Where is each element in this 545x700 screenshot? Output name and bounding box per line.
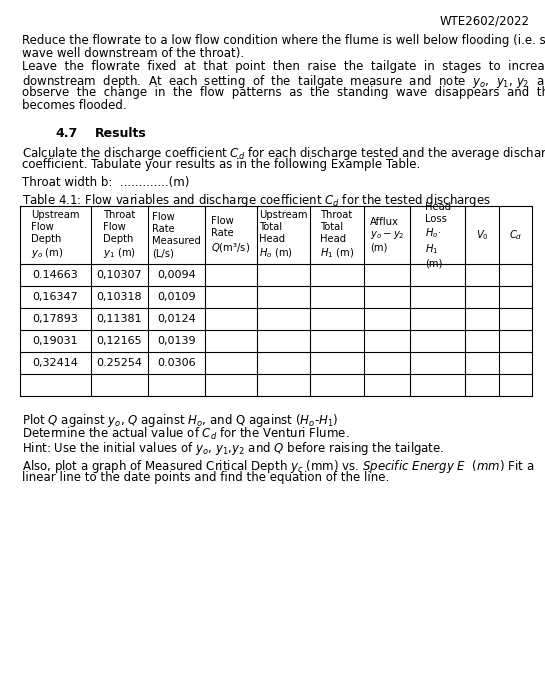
- Text: 0.25254: 0.25254: [96, 358, 142, 368]
- Text: Throat
Flow
Depth
$y_1$ (m): Throat Flow Depth $y_1$ (m): [103, 210, 136, 260]
- Text: Upstream
Total
Head
$H_o$ (m): Upstream Total Head $H_o$ (m): [259, 210, 308, 260]
- Text: Also, plot a graph of Measured Critical Depth $y_c$ (mm) vs. $\mathit{Specific\ : Also, plot a graph of Measured Critical …: [22, 458, 534, 475]
- Text: 0,0139: 0,0139: [158, 336, 196, 346]
- Text: Results: Results: [95, 127, 147, 140]
- Text: 0,0109: 0,0109: [158, 292, 196, 302]
- Text: wave well downstream of the throat).: wave well downstream of the throat).: [22, 47, 244, 60]
- Text: Hint: Use the initial values of $y_o$, $y_1$,$y_2$ and $Q$ before raising the ta: Hint: Use the initial values of $y_o$, $…: [22, 440, 444, 457]
- Text: Plot $Q$ against $y_o$, $Q$ against $H_o$, and Q against ($H_o$-$H_1$): Plot $Q$ against $y_o$, $Q$ against $H_o…: [22, 412, 338, 429]
- Text: Flow
Rate
$Q$(m³/s): Flow Rate $Q$(m³/s): [211, 216, 251, 253]
- Text: $V_0$: $V_0$: [476, 228, 488, 242]
- Text: Afflux
$y_o - y_2$
(m): Afflux $y_o - y_2$ (m): [370, 217, 404, 253]
- Text: 0.14663: 0.14663: [33, 270, 78, 280]
- Text: 0,0124: 0,0124: [158, 314, 196, 324]
- Text: Throat
Total
Head
$H_1$ (m): Throat Total Head $H_1$ (m): [320, 210, 354, 260]
- Text: 0,0094: 0,0094: [158, 270, 196, 280]
- Text: 0,12165: 0,12165: [96, 336, 142, 346]
- Text: 0,10307: 0,10307: [96, 270, 142, 280]
- Text: WTE2602/2022: WTE2602/2022: [440, 14, 530, 27]
- Text: $C_d$: $C_d$: [508, 228, 522, 242]
- Text: 0,11381: 0,11381: [96, 314, 142, 324]
- Text: Calculate the discharge coefficient $C_d$ for each discharge tested and the aver: Calculate the discharge coefficient $C_d…: [22, 145, 545, 162]
- Text: 0.0306: 0.0306: [158, 358, 196, 368]
- Text: 4.7: 4.7: [55, 127, 77, 140]
- Text: 0,10318: 0,10318: [96, 292, 142, 302]
- Text: observe  the  change  in  the  flow  patterns  as  the  standing  wave  disappea: observe the change in the flow patterns …: [22, 86, 545, 99]
- Text: 0,16347: 0,16347: [33, 292, 78, 302]
- Text: downstream  depth.  At  each  setting  of  the  tailgate  measure  and  note  $y: downstream depth. At each setting of the…: [22, 73, 545, 90]
- Text: 0,17893: 0,17893: [32, 314, 78, 324]
- Text: Flow
Rate
Measured
(L/s): Flow Rate Measured (L/s): [152, 212, 201, 258]
- Text: 0,19031: 0,19031: [33, 336, 78, 346]
- Text: becomes flooded.: becomes flooded.: [22, 99, 126, 112]
- Text: Upstream
Flow
Depth
$y_o$ (m): Upstream Flow Depth $y_o$ (m): [31, 210, 80, 260]
- Text: linear line to the date points and find the equation of the line.: linear line to the date points and find …: [22, 471, 389, 484]
- Text: Determine the actual value of $C_d$ for the Venturi Flume.: Determine the actual value of $C_d$ for …: [22, 426, 349, 442]
- Text: Leave  the  flowrate  fixed  at  that  point  then  raise  the  tailgate  in  st: Leave the flowrate fixed at that point t…: [22, 60, 545, 73]
- Text: Reduce the flowrate to a low flow condition where the flume is well below floodi: Reduce the flowrate to a low flow condit…: [22, 34, 545, 47]
- Text: coefficient. Tabulate your results as in the following Example Table.: coefficient. Tabulate your results as in…: [22, 158, 420, 171]
- Text: Head
Loss
$H_o$·
$H_1$
(m): Head Loss $H_o$· $H_1$ (m): [425, 202, 451, 268]
- Text: Throat width b:  .............(m): Throat width b: .............(m): [22, 176, 189, 189]
- Text: Table 4.1: Flow variables and discharge coefficient $C_d$ for the tested dischar: Table 4.1: Flow variables and discharge …: [22, 192, 491, 209]
- Text: 0,32414: 0,32414: [32, 358, 78, 368]
